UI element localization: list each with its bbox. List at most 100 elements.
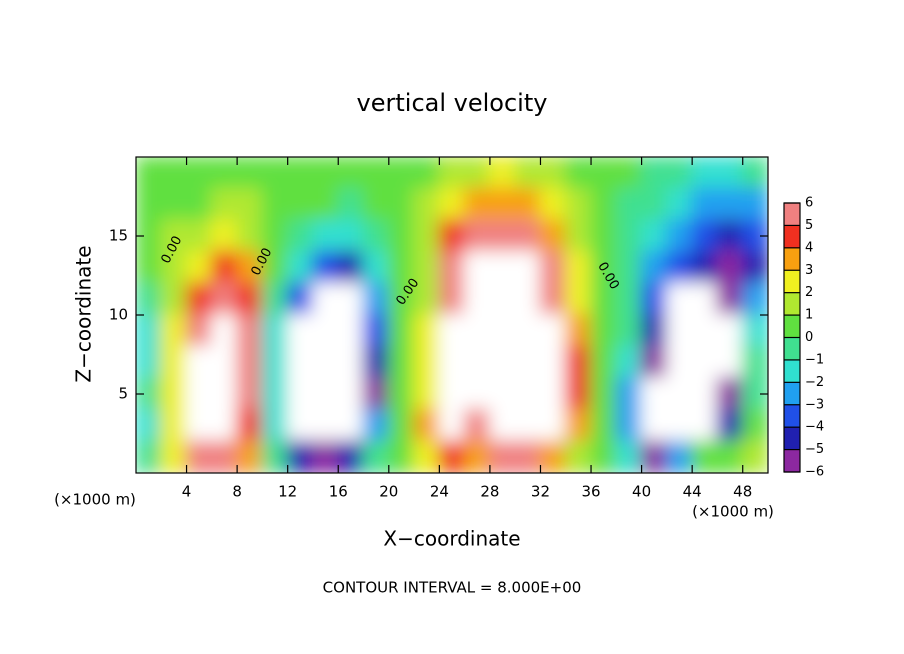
heat-cell <box>741 314 768 348</box>
heat-cell <box>741 440 768 473</box>
heat-cell <box>236 219 264 253</box>
heat-cell <box>488 377 517 411</box>
heat-cell <box>413 314 441 348</box>
heat-cell <box>615 408 643 443</box>
heat-cell <box>640 157 668 190</box>
heat-cell <box>564 314 593 348</box>
heat-cell <box>590 250 618 285</box>
x-tick-label: 32 <box>531 483 550 501</box>
heat-cell <box>438 250 466 285</box>
heat-cell <box>640 377 668 411</box>
heat-cell <box>564 345 593 380</box>
colorbar-tick-label: 6 <box>805 196 813 211</box>
heat-cell <box>311 187 340 222</box>
heat-cell <box>210 314 239 348</box>
heat-cell <box>539 187 567 222</box>
heat-cell <box>387 250 416 285</box>
heat-cell <box>261 250 289 285</box>
heat-cell <box>362 314 390 348</box>
heat-cell <box>210 219 239 253</box>
colorbar-tick-label: −3 <box>805 397 824 412</box>
heat-cell <box>236 345 264 380</box>
heat-cell <box>286 282 314 316</box>
y-tick-label: 5 <box>118 385 128 403</box>
x-tick-label: 24 <box>430 483 449 501</box>
heat-cell <box>362 219 390 253</box>
heat-cell <box>564 219 593 253</box>
heat-cell <box>615 314 643 348</box>
heat-cell <box>741 282 768 316</box>
x-tick-label: 28 <box>480 483 499 501</box>
heat-cell <box>387 219 416 253</box>
heat-cell <box>387 440 416 473</box>
heat-cell <box>615 282 643 316</box>
heat-cell <box>286 314 314 348</box>
heat-cell <box>438 157 466 190</box>
heat-cell <box>286 377 314 411</box>
y-tick-label: 15 <box>109 227 128 245</box>
heat-cell <box>615 157 643 190</box>
heat-cell <box>716 157 744 190</box>
heat-cell <box>640 408 668 443</box>
heat-cell <box>691 314 719 348</box>
heat-cell <box>640 345 668 380</box>
heat-cell <box>741 187 768 222</box>
x-tick-label: 16 <box>329 483 348 501</box>
heat-cell <box>387 157 416 190</box>
heat-cell <box>691 187 719 222</box>
heat-cell <box>210 282 239 316</box>
chart-title: vertical velocity <box>357 89 548 117</box>
heat-cell <box>463 157 491 190</box>
heat-cell <box>261 282 289 316</box>
colorbar-swatch <box>784 404 800 428</box>
heat-cell <box>514 219 542 253</box>
heat-cell <box>185 157 213 190</box>
heat-cell <box>261 345 289 380</box>
heat-cell <box>160 408 188 443</box>
heat-cell <box>236 282 264 316</box>
heat-cell <box>716 219 744 253</box>
heat-cell <box>564 377 593 411</box>
heat-cell <box>691 408 719 443</box>
heat-cell <box>413 157 441 190</box>
heat-cell <box>590 187 618 222</box>
heat-cell <box>590 345 618 380</box>
heat-cell <box>286 187 314 222</box>
heat-cell <box>488 219 517 253</box>
heat-cell <box>160 157 188 190</box>
heat-cell <box>691 440 719 473</box>
heat-cell <box>236 157 264 190</box>
footer-note: CONTOUR INTERVAL = 8.000E+00 <box>323 579 582 597</box>
heat-cell <box>514 345 542 380</box>
heat-cell <box>311 377 340 411</box>
heat-cell <box>564 157 593 190</box>
heat-cell <box>311 282 340 316</box>
heat-cell <box>665 282 694 316</box>
heat-cell <box>640 282 668 316</box>
heat-cell <box>438 282 466 316</box>
heat-cell <box>665 345 694 380</box>
heat-cell <box>236 377 264 411</box>
heat-cell <box>160 440 188 473</box>
heat-cell <box>463 440 491 473</box>
field <box>136 157 768 473</box>
heat-cell <box>590 377 618 411</box>
heat-cell <box>160 187 188 222</box>
heat-cell <box>488 282 517 316</box>
heat-cell <box>337 187 365 222</box>
heat-cell <box>665 157 694 190</box>
heat-cell <box>615 440 643 473</box>
heat-cell <box>539 314 567 348</box>
heat-cell <box>413 377 441 411</box>
heat-cell <box>362 250 390 285</box>
heat-cell <box>691 219 719 253</box>
heat-cell <box>514 282 542 316</box>
heat-cell <box>539 219 567 253</box>
heat-cell <box>539 377 567 411</box>
heat-cell <box>514 157 542 190</box>
x-axis-label: X−coordinate <box>383 527 520 551</box>
heat-cell <box>691 250 719 285</box>
heat-cell <box>210 187 239 222</box>
heat-cell <box>185 187 213 222</box>
heat-cell <box>185 345 213 380</box>
